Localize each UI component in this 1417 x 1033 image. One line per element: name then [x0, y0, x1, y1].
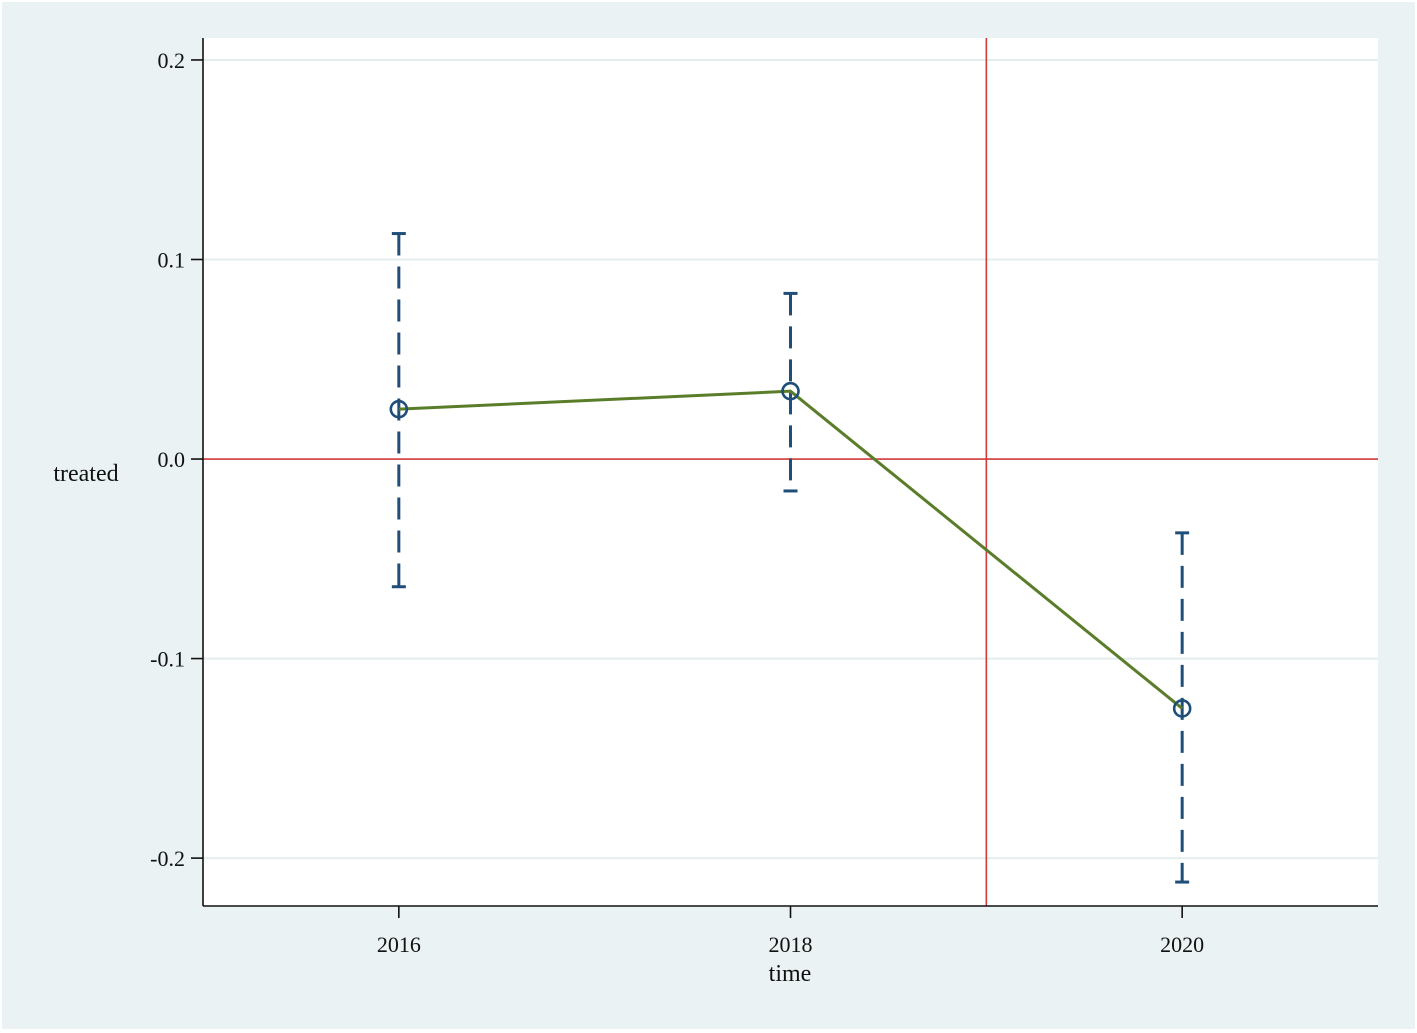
data-point: [781, 381, 800, 401]
series-line: [398, 389, 1184, 710]
y-tick-label: -0.2: [150, 846, 185, 871]
y-tick-label: 0.0: [158, 447, 186, 472]
grid-lines: [203, 58, 1378, 860]
y-axis-title: treated: [53, 461, 118, 487]
data-series: [389, 232, 1192, 884]
x-tick-label: 2016: [377, 932, 421, 957]
x-axis-title: time: [769, 961, 812, 987]
data-point: [389, 399, 409, 419]
x-tick-label: 2018: [769, 932, 813, 957]
axes: -0.2 -0.1 0.0 0.1 0.2 2016 2018 2020: [150, 38, 1378, 957]
y-tick-label: 0.1: [158, 247, 186, 272]
x-tick-label: 2020: [1160, 932, 1204, 957]
y-tick-label: 0.2: [158, 48, 186, 73]
data-point: [1172, 699, 1192, 718]
y-tick-label: -0.1: [150, 647, 185, 672]
